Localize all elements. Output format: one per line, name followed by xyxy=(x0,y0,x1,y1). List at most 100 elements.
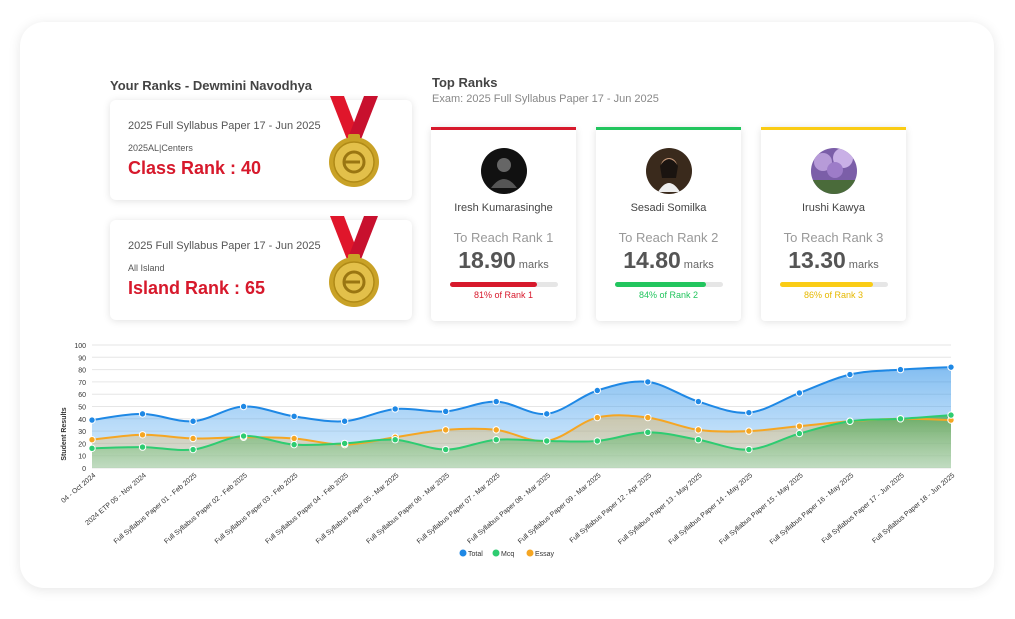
y-tick-label: 90 xyxy=(78,355,86,362)
rank-1-marks-unit: marks xyxy=(518,259,549,271)
essay-point xyxy=(795,422,804,430)
mcq-point xyxy=(694,436,703,444)
class-rank-card[interactable]: 2025 Full Syllabus Paper 17 - Jun 2025 2… xyxy=(110,96,412,200)
total-point xyxy=(442,407,450,416)
avatar xyxy=(810,148,857,194)
mcq-point xyxy=(947,411,955,419)
rank-3-accent xyxy=(761,127,906,130)
rank-2-progress xyxy=(615,282,723,287)
rank-2-marks-unit: marks xyxy=(683,259,714,271)
avatar xyxy=(645,148,692,194)
rank-1-marks: 18.90 xyxy=(458,247,516,273)
rank-3-name: Irushi Kawya xyxy=(802,202,865,214)
essay-point xyxy=(442,426,450,434)
x-tick-label: Full Syllabus Paper 17 - Jun 2025 xyxy=(821,472,906,545)
total-point xyxy=(745,408,753,417)
mcq-point xyxy=(644,428,652,437)
class-rank-exam: 2025 Full Syllabus Paper 17 - Jun 2025 xyxy=(128,120,321,132)
essay-point xyxy=(593,413,601,422)
mcq-point xyxy=(593,437,601,445)
island-rank-value: Island Rank : 65 xyxy=(128,278,266,298)
total-point xyxy=(492,397,500,406)
mcq-point xyxy=(391,436,399,444)
top-ranks-title: Top Ranks xyxy=(432,75,498,90)
top-rank-card-1[interactable]: Iresh Kumarasinghe To Reach Rank 1 18.90… xyxy=(431,127,576,321)
y-tick-label: 60 xyxy=(78,392,86,399)
mcq-point xyxy=(543,437,551,445)
essay-point xyxy=(644,413,652,422)
essay-point xyxy=(88,436,96,444)
x-tick-label: Full Syllabus Paper 16 - May 2025 xyxy=(769,472,856,546)
top-ranks-subtitle: Exam: 2025 Full Syllabus Paper 17 - Jun … xyxy=(432,93,659,105)
top-rank-card-2[interactable]: Sesadi Somilka To Reach Rank 2 14.80 mark… xyxy=(596,127,741,321)
essay-point xyxy=(694,426,703,434)
rank-1-progress xyxy=(450,282,558,287)
mcq-point xyxy=(88,444,96,453)
x-tick-label: Full Syllabus Paper 07 - Mar 2025 xyxy=(416,472,502,545)
mcq-point xyxy=(846,417,854,425)
mcq-point xyxy=(896,415,905,423)
mcq-point xyxy=(290,440,298,449)
mcq-line xyxy=(91,414,952,451)
gold-medal-icon xyxy=(329,96,379,187)
top-rank-card-3[interactable]: Irushi Kawya To Reach Rank 3 13.30 marks … xyxy=(761,127,906,321)
total-point xyxy=(795,389,804,397)
gold-medal-icon xyxy=(329,216,379,307)
x-tick-label: Full Syllabus Paper 18 - Jun 2025 xyxy=(871,472,956,545)
legend-marker xyxy=(526,549,534,557)
rank-2-marks: 14.80 xyxy=(623,247,681,273)
legend-label: Mcq xyxy=(501,551,514,558)
x-tick-label: Full Syllabus Paper 12 - Apr 2025 xyxy=(569,472,653,544)
class-rank-value: Class Rank : 40 xyxy=(128,158,262,178)
rank-3-marks: 13.30 xyxy=(788,247,846,273)
x-tick-label: Full Syllabus Paper 02 - Feb 2025 xyxy=(163,472,249,545)
island-rank-card[interactable]: 2025 Full Syllabus Paper 17 - Jun 2025 A… xyxy=(110,216,412,320)
total-point xyxy=(239,402,248,411)
mcq-point xyxy=(239,432,248,440)
island-rank-category: All Island xyxy=(128,263,165,273)
total-point xyxy=(896,365,905,374)
rank-1-accent xyxy=(431,127,576,130)
x-tick-label: Full Syllabus Paper 05 - Mar 2025 xyxy=(315,472,401,545)
mcq-point xyxy=(340,439,349,448)
x-tick-label: Full Syllabus Paper 08 - Mar 2025 xyxy=(466,472,552,545)
rank-1-percent: 81% of Rank 1 xyxy=(473,290,534,300)
rank-1-reach: To Reach Rank 1 xyxy=(453,230,554,245)
total-line xyxy=(91,366,952,423)
essay-point xyxy=(138,431,147,439)
essay-point xyxy=(290,434,298,443)
mcq-point xyxy=(189,445,197,454)
total-point xyxy=(340,417,349,425)
mcq-point xyxy=(138,443,147,451)
y-tick-label: 30 xyxy=(78,429,86,436)
total-point xyxy=(88,416,96,424)
x-tick-label: Full Syllabus Paper 13 - May 2025 xyxy=(617,472,704,546)
y-tick-label: 0 xyxy=(82,466,86,473)
y-axis-label: Student Results xyxy=(61,407,68,460)
mcq-point xyxy=(745,445,753,454)
total-point xyxy=(543,410,551,418)
essay-point xyxy=(189,434,197,443)
legend-label: Total xyxy=(468,551,483,558)
rank-2-name: Sesadi Somilka xyxy=(630,202,707,214)
total-point xyxy=(138,410,147,418)
x-tick-label: Full Syllabus Paper 14 - May 2025 xyxy=(668,472,755,546)
total-point xyxy=(694,397,703,406)
total-point xyxy=(846,370,854,379)
rank-3-marks-unit: marks xyxy=(848,259,879,271)
y-tick-label: 10 xyxy=(78,454,86,461)
x-tick-label: Full Syllabus Paper 04 - Feb 2025 xyxy=(264,472,350,545)
x-tick-label: 04 - Oct 2024 xyxy=(60,472,97,505)
rank-2-accent xyxy=(596,127,741,130)
total-point xyxy=(947,363,955,371)
your-ranks-title: Your Ranks - Dewmini Navodhya xyxy=(110,78,313,93)
total-point xyxy=(290,412,298,421)
rank-3-progress xyxy=(780,282,888,287)
x-tick-label: Full Syllabus Paper 09 - Mar 2025 xyxy=(517,472,603,545)
x-tick-label: Full Syllabus Paper 15 - May 2025 xyxy=(718,472,805,546)
class-rank-category: 2025AL|Centers xyxy=(128,143,193,153)
x-tick-label: Full Syllabus Paper 03 - Feb 2025 xyxy=(214,472,300,545)
y-tick-label: 40 xyxy=(78,417,86,424)
essay-point xyxy=(745,427,753,435)
